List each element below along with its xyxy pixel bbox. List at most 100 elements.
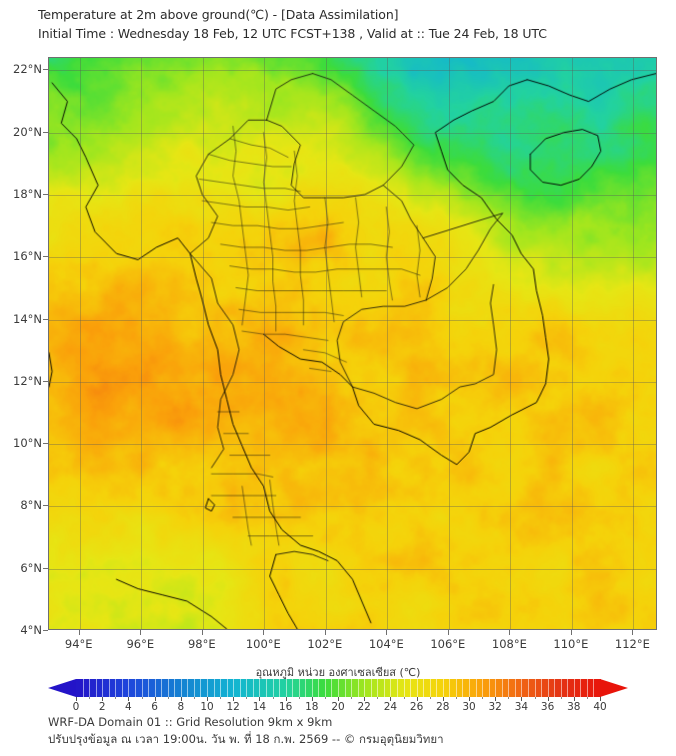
footer-block: WRF-DA Domain 01 :: Grid Resolution 9km …	[48, 714, 648, 748]
colorbar-swatch-divider	[318, 679, 320, 697]
temperature-map[interactable]	[48, 57, 657, 630]
colorbar-swatch	[423, 679, 431, 697]
colorbar-minor-tick	[508, 697, 510, 699]
colorbar-swatch-divider	[141, 679, 143, 697]
latitude-tick-mark	[43, 131, 48, 133]
colorbar-swatch	[547, 679, 555, 697]
colorbar-tick-mark	[521, 697, 523, 701]
page-title: Temperature at 2m above ground(℃) - [Dat…	[38, 7, 399, 22]
colorbar-swatch-divider	[567, 679, 569, 697]
colorbar-swatch-divider	[213, 679, 215, 697]
colorbar-swatch-divider	[115, 679, 117, 697]
colorbar-swatch	[285, 679, 293, 697]
colorbar-swatch-divider	[272, 679, 274, 697]
colorbar-swatch	[554, 679, 562, 697]
colorbar-swatch	[167, 679, 175, 697]
colorbar-swatch	[115, 679, 123, 697]
colorbar-swatch-divider	[442, 679, 444, 697]
colorbar-swatch	[521, 679, 529, 697]
colorbar-tick-mark	[469, 697, 470, 701]
colorbar-swatch-divider	[311, 679, 313, 697]
colorbar-tick-mark	[311, 697, 313, 701]
colorbar-swatch-divider	[82, 679, 84, 697]
colorbar-swatch	[180, 679, 188, 697]
colorbar-tick-label: 16	[278, 701, 293, 713]
colorbar-swatch-divider	[462, 679, 464, 697]
colorbar-swatch	[121, 679, 129, 697]
colorbar-minor-tick	[89, 697, 91, 699]
colorbar-swatch	[436, 679, 444, 697]
colorbar-tick-mark	[495, 697, 497, 701]
colorbar-tick-label: 28	[436, 701, 450, 713]
latitude-tick-mark	[43, 256, 48, 258]
colorbar-high-extend-arrow	[600, 679, 628, 697]
colorbar-swatch	[338, 679, 346, 697]
colorbar-minor-tick	[324, 697, 326, 699]
latitude-tick-mark	[43, 69, 48, 71]
colorbar-minor-tick	[586, 697, 588, 699]
longitude-tick-mark	[447, 630, 449, 635]
colorbar-swatch	[148, 679, 156, 697]
colorbar-swatch	[233, 679, 241, 697]
colorbar-swatch-divider	[148, 679, 150, 697]
colorbar-swatch-divider	[547, 679, 549, 697]
colorbar-tick-label: 14	[252, 701, 267, 713]
colorbar-tick-label: 4	[125, 701, 132, 713]
colorbar-swatch-divider	[390, 679, 392, 697]
colorbar-swatch-divider	[259, 679, 261, 697]
colorbar-swatch-divider	[305, 679, 307, 697]
colorbar-swatch	[383, 679, 391, 697]
colorbar-swatch-divider	[449, 679, 451, 697]
colorbar-tick-label: 24	[383, 701, 398, 713]
latitude-tick-mark	[43, 443, 48, 445]
colorbar-swatch-divider	[475, 679, 477, 697]
longitude-tick-label: 98°E	[187, 637, 216, 651]
colorbar-tick-label: 10	[200, 701, 214, 713]
colorbar-swatch-divider	[534, 679, 536, 697]
latitude-tick-label: 10°N	[13, 436, 42, 451]
colorbar[interactable]: 0 2 4 6 8 10 12 14 16 18 20 22 24 26 28 30 32 34 36 38 40	[48, 679, 628, 713]
colorbar-tick-label: 26	[409, 701, 424, 713]
colorbar-tick-label: 30	[462, 701, 476, 713]
longitude-tick-mark	[201, 630, 203, 635]
colorbar-tick-mark	[390, 697, 392, 701]
longitude-tick-mark	[509, 630, 511, 635]
colorbar-swatch-divider	[226, 679, 228, 697]
colorbar-swatch-divider	[187, 679, 189, 697]
colorbar-minor-tick	[193, 697, 195, 699]
colorbar-swatch	[416, 679, 424, 697]
colorbar-swatch-divider	[324, 679, 326, 697]
longitude-tick-mark	[78, 630, 80, 635]
colorbar-swatch-divider	[351, 679, 353, 697]
colorbar-swatch-divider	[344, 679, 346, 697]
colorbar-swatch	[541, 679, 549, 697]
colorbar-swatch-divider	[285, 679, 287, 697]
colorbar-swatch	[560, 679, 568, 697]
colorbar-swatch-divider	[554, 679, 556, 697]
colorbar-swatch	[82, 679, 90, 697]
colorbar-tick-mark	[416, 697, 418, 701]
colorbar-swatch	[324, 679, 333, 697]
latitude-tick-label: 16°N	[13, 249, 42, 264]
colorbar-swatch	[331, 679, 339, 697]
colorbar-swatch	[187, 679, 195, 697]
colorbar-swatch-divider	[246, 679, 248, 697]
latitude-tick-label: 14°N	[13, 311, 42, 326]
colorbar-swatch	[377, 679, 385, 697]
colorbar-swatch-divider	[423, 679, 425, 697]
colorbar-swatch	[469, 679, 477, 697]
colorbar-swatch-divider	[108, 679, 110, 697]
colorbar-swatch	[488, 679, 496, 697]
longitude-tick-mark	[386, 630, 388, 635]
colorbar-swatch-divider	[180, 679, 182, 697]
colorbar-swatch-divider	[521, 679, 523, 697]
colorbar-swatch	[403, 679, 411, 697]
colorbar-tick-mark	[442, 697, 444, 701]
colorbar-swatch-divider	[541, 679, 543, 697]
colorbar-swatch-divider	[265, 679, 267, 697]
latitude-tick-label: 18°N	[13, 187, 42, 202]
colorbar-swatch-divider	[586, 679, 588, 697]
colorbar-swatch	[580, 679, 588, 697]
longitude-tick-mark	[263, 630, 265, 635]
colorbar-swatch-divider	[527, 679, 529, 697]
